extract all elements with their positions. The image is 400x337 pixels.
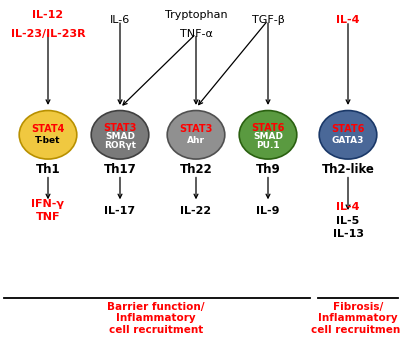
Circle shape bbox=[319, 111, 377, 159]
Text: IL-23/IL-23R: IL-23/IL-23R bbox=[11, 29, 85, 39]
Text: T-bet: T-bet bbox=[35, 136, 61, 145]
Text: STAT3: STAT3 bbox=[103, 123, 137, 133]
Text: Th2-like: Th2-like bbox=[322, 163, 374, 176]
Text: Th1: Th1 bbox=[36, 163, 60, 176]
Text: IL-12: IL-12 bbox=[32, 10, 64, 20]
Circle shape bbox=[167, 111, 225, 159]
Text: Tryptophan: Tryptophan bbox=[165, 10, 227, 20]
Circle shape bbox=[19, 111, 77, 159]
Text: Ahr: Ahr bbox=[187, 136, 205, 145]
Text: IL-13: IL-13 bbox=[332, 229, 364, 239]
Text: Th22: Th22 bbox=[180, 163, 212, 176]
Text: IL-4: IL-4 bbox=[336, 202, 360, 212]
Circle shape bbox=[91, 111, 149, 159]
Text: Fibrosis/
Inflammatory
cell recruitment: Fibrosis/ Inflammatory cell recruitment bbox=[311, 302, 400, 335]
Text: IL-6: IL-6 bbox=[110, 15, 130, 25]
Text: Th17: Th17 bbox=[104, 163, 136, 176]
Text: STAT6: STAT6 bbox=[331, 124, 365, 134]
Text: Th9: Th9 bbox=[256, 163, 280, 176]
Text: STAT4: STAT4 bbox=[31, 124, 65, 134]
Text: RORγt: RORγt bbox=[104, 141, 136, 150]
Text: Barrier function/
Inflammatory
cell recruitment: Barrier function/ Inflammatory cell recr… bbox=[107, 302, 205, 335]
Circle shape bbox=[239, 111, 297, 159]
Text: IL-9: IL-9 bbox=[256, 206, 280, 216]
Text: IL-4: IL-4 bbox=[336, 15, 360, 25]
Text: SMAD: SMAD bbox=[105, 132, 135, 141]
Text: PU.1: PU.1 bbox=[256, 141, 280, 150]
Text: IL-17: IL-17 bbox=[104, 206, 136, 216]
Text: SMAD: SMAD bbox=[253, 132, 283, 141]
Text: TGF-β: TGF-β bbox=[252, 15, 284, 25]
Text: TNF: TNF bbox=[36, 212, 60, 222]
Text: IL-5: IL-5 bbox=[336, 216, 360, 226]
Text: IL-22: IL-22 bbox=[180, 206, 212, 216]
Text: TNF-α: TNF-α bbox=[180, 29, 212, 39]
Text: IFN-γ: IFN-γ bbox=[32, 199, 64, 209]
Text: STAT3: STAT3 bbox=[179, 124, 213, 134]
Text: GATA3: GATA3 bbox=[332, 136, 364, 145]
Text: STAT6: STAT6 bbox=[251, 123, 285, 133]
